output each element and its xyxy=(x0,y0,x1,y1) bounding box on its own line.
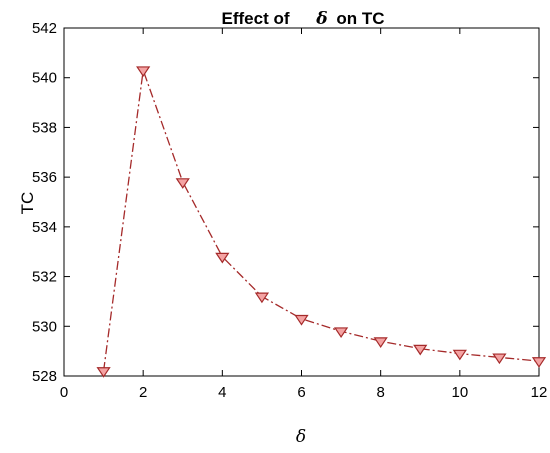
data-point-marker xyxy=(333,327,349,339)
data-point-marker xyxy=(175,178,190,189)
data-point-marker xyxy=(452,349,467,361)
y-tick-label: 530 xyxy=(32,318,57,335)
x-tick-label: 6 xyxy=(297,384,305,401)
x-tick-label: 10 xyxy=(451,384,468,401)
x-tick-label: 2 xyxy=(139,384,147,401)
data-point-marker xyxy=(96,367,111,378)
series-group xyxy=(96,66,547,378)
data-point-marker xyxy=(215,252,230,264)
data-point-marker xyxy=(254,292,270,304)
y-tick-label: 536 xyxy=(32,169,57,186)
y-tick-label: 538 xyxy=(32,119,57,136)
x-tick-labels: 0 2 4 6 8 10 12 xyxy=(60,384,548,401)
series-line xyxy=(102,70,540,372)
data-point-marker xyxy=(413,344,428,356)
chart-title-suffix: on TC xyxy=(336,9,384,28)
data-point-marker xyxy=(294,314,309,326)
y-tick-label: 528 xyxy=(32,368,57,385)
axis-ticks xyxy=(63,27,540,377)
chart-title-prefix: Effect of xyxy=(222,9,290,28)
y-tick-label: 542 xyxy=(32,20,57,37)
data-point-marker xyxy=(492,353,507,365)
data-point-marker xyxy=(531,357,547,368)
data-point-marker xyxy=(373,337,388,348)
y-tick-label: 532 xyxy=(32,269,57,286)
x-tick-label: 12 xyxy=(531,384,548,401)
x-tick-label: 8 xyxy=(376,384,384,401)
chart-title: Effect of δ on TC xyxy=(222,9,385,29)
chart-title-symbol: δ xyxy=(315,9,327,29)
data-point-marker xyxy=(136,66,151,78)
y-axis-label: TC xyxy=(18,192,37,215)
y-tick-label: 534 xyxy=(32,219,57,236)
y-tick-label: 540 xyxy=(32,70,57,87)
x-tick-label: 4 xyxy=(218,384,226,401)
x-axis-label: δ xyxy=(296,427,306,447)
y-tick-labels: 528 530 532 534 536 538 540 542 xyxy=(32,20,57,385)
x-tick-label: 0 xyxy=(60,384,68,401)
